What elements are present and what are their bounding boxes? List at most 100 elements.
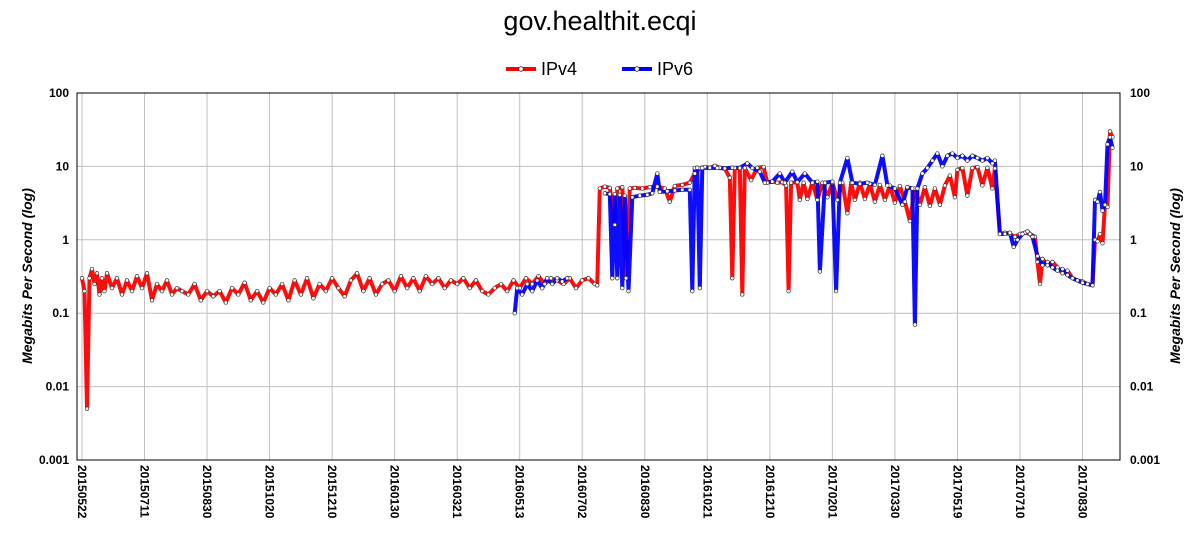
data-point-ipv6 bbox=[845, 155, 850, 161]
data-point-ipv4 bbox=[84, 406, 90, 411]
y-tick-labels: 100 100 10 10 1 1 0.1 0.1 0.01 0.01 0.001 0.001 bbox=[39, 86, 1160, 467]
data-point-ipv4 bbox=[154, 281, 160, 287]
data-point-ipv4 bbox=[902, 199, 908, 204]
series-line-ipv6 bbox=[512, 135, 1115, 327]
data-point-ipv4 bbox=[254, 288, 260, 294]
x-tick-label: 20170710 bbox=[1013, 465, 1027, 519]
legend-label-ipv4[interactable]: IPv4 bbox=[541, 59, 577, 79]
data-point-ipv6 bbox=[637, 193, 642, 198]
data-point-ipv6 bbox=[1045, 259, 1050, 265]
data-point-ipv4 bbox=[932, 186, 938, 191]
data-point-ipv6 bbox=[900, 202, 905, 207]
data-point-ipv6 bbox=[815, 179, 820, 184]
data-point-ipv4 bbox=[87, 276, 92, 281]
data-point-ipv6 bbox=[530, 288, 535, 294]
data-point-ipv4 bbox=[825, 195, 830, 200]
data-point-ipv6 bbox=[565, 276, 570, 281]
data-point-ipv4 bbox=[680, 182, 685, 188]
legend-label-ipv6[interactable]: IPv6 bbox=[657, 59, 693, 79]
data-point-ipv4 bbox=[835, 197, 840, 203]
data-point-ipv4 bbox=[692, 171, 697, 176]
data-point-ipv4 bbox=[192, 281, 197, 287]
data-point-ipv4 bbox=[947, 173, 953, 178]
data-point-ipv4 bbox=[942, 183, 948, 188]
data-point-ipv4 bbox=[455, 281, 460, 287]
data-point-ipv4 bbox=[94, 271, 100, 276]
data-point-ipv6 bbox=[930, 158, 935, 163]
data-point-ipv6 bbox=[990, 161, 995, 166]
data-point-ipv4 bbox=[815, 197, 820, 203]
data-point-ipv6 bbox=[802, 171, 807, 176]
chart-title: gov.healthit.ecqi bbox=[503, 6, 697, 36]
data-point-ipv6 bbox=[750, 165, 755, 171]
y-tick-label-right: 10 bbox=[1130, 159, 1144, 173]
data-point-ipv6 bbox=[985, 155, 990, 161]
data-point-ipv4 bbox=[952, 195, 958, 200]
data-point-ipv4 bbox=[960, 165, 965, 171]
data-point-ipv4 bbox=[317, 281, 322, 287]
data-point-ipv6 bbox=[865, 180, 870, 185]
data-point-ipv6 bbox=[1080, 280, 1085, 285]
data-point-ipv4 bbox=[292, 278, 297, 283]
data-point-ipv4 bbox=[89, 266, 95, 272]
x-tick-label: 20170330 bbox=[888, 465, 902, 519]
data-point-ipv4 bbox=[1107, 129, 1113, 134]
data-point-ipv4 bbox=[436, 276, 441, 281]
x-tick-label: 20151020 bbox=[263, 465, 277, 519]
data-point-ipv4 bbox=[102, 288, 107, 294]
data-point-ipv4 bbox=[82, 288, 87, 294]
data-point-ipv4 bbox=[273, 292, 278, 297]
data-point-ipv4 bbox=[336, 285, 341, 291]
data-point-ipv4 bbox=[174, 285, 180, 291]
data-point-ipv6 bbox=[885, 183, 890, 188]
data-point-ipv4 bbox=[1012, 234, 1018, 239]
data-point-ipv4 bbox=[430, 281, 435, 287]
data-point-ipv4 bbox=[632, 185, 637, 191]
data-point-ipv6 bbox=[695, 165, 700, 170]
data-point-ipv6 bbox=[1075, 278, 1080, 283]
data-point-ipv6 bbox=[540, 285, 545, 291]
data-point-ipv4 bbox=[872, 199, 878, 204]
data-point-ipv6 bbox=[857, 181, 863, 186]
data-point-ipv6 bbox=[1090, 283, 1095, 288]
y-tick-label-right: 0.01 bbox=[1130, 380, 1154, 394]
data-point-ipv4 bbox=[204, 288, 210, 294]
data-point-ipv4 bbox=[198, 298, 203, 303]
data-point-ipv6 bbox=[1015, 237, 1020, 242]
data-point-ipv6 bbox=[925, 165, 930, 171]
data-point-ipv6 bbox=[833, 288, 839, 294]
data-point-ipv6 bbox=[520, 292, 525, 297]
data-point-ipv4 bbox=[1097, 231, 1103, 237]
data-point-ipv4 bbox=[975, 164, 980, 170]
data-point-ipv4 bbox=[985, 165, 990, 170]
data-point-ipv4 bbox=[323, 288, 329, 294]
series-line-ipv4 bbox=[80, 129, 1115, 411]
y-axis-title-right: Megabits Per Second (log) bbox=[1167, 188, 1183, 364]
data-point-ipv4 bbox=[687, 180, 692, 185]
data-point-ipv4 bbox=[442, 285, 447, 291]
data-point-ipv4 bbox=[672, 183, 677, 189]
data-point-ipv6 bbox=[672, 188, 677, 193]
data-point-ipv4 bbox=[229, 285, 235, 291]
data-point-ipv4 bbox=[267, 285, 272, 291]
x-tick-label: 20160702 bbox=[575, 465, 589, 519]
data-point-ipv4 bbox=[845, 211, 850, 216]
data-point-ipv4 bbox=[104, 271, 110, 276]
data-point-ipv6 bbox=[1055, 268, 1060, 273]
data-point-ipv6 bbox=[850, 180, 855, 185]
data-point-ipv4 bbox=[955, 167, 960, 172]
data-point-ipv6 bbox=[555, 276, 560, 281]
x-tick-label: 20161021 bbox=[700, 465, 714, 519]
data-point-ipv6 bbox=[762, 180, 767, 185]
data-point-ipv4 bbox=[417, 288, 422, 294]
data-point-ipv6 bbox=[892, 186, 898, 191]
data-point-ipv4 bbox=[602, 184, 607, 189]
data-point-ipv6 bbox=[795, 180, 800, 185]
data-point-ipv4 bbox=[542, 281, 547, 287]
data-point-ipv4 bbox=[992, 166, 998, 171]
data-point-ipv6 bbox=[650, 191, 655, 196]
x-tick-label: 20160830 bbox=[638, 465, 652, 519]
data-point-ipv6 bbox=[525, 281, 530, 287]
data-point-ipv6 bbox=[1110, 145, 1115, 150]
data-point-ipv6 bbox=[777, 171, 782, 176]
